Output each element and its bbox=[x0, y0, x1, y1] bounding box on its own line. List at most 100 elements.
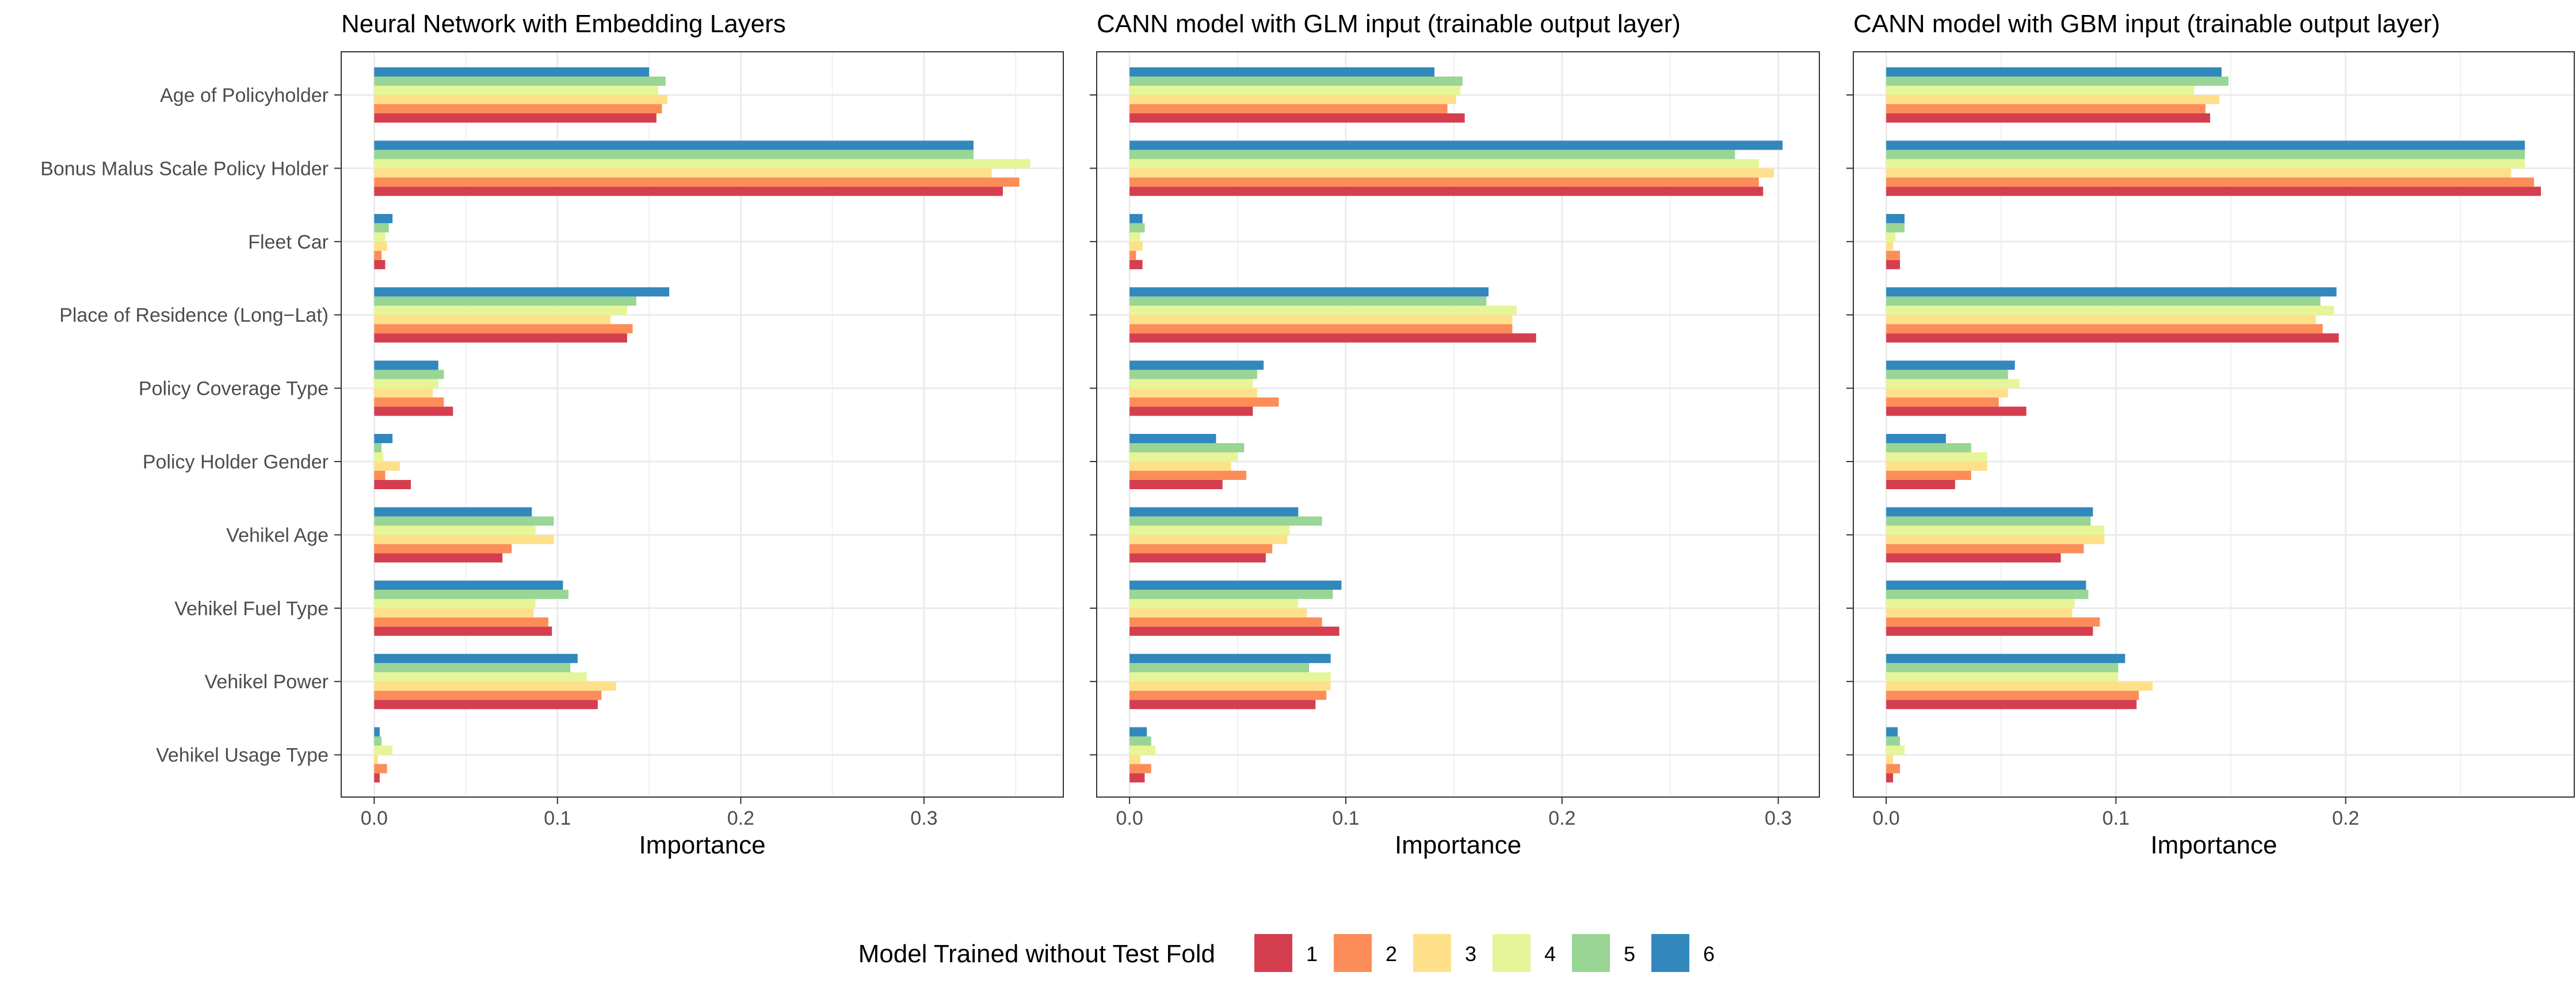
bar-3-series-1-cat-10 bbox=[1886, 773, 1894, 783]
bar-2-series-5-cat-1 bbox=[1129, 77, 1463, 86]
bar-2-series-3-cat-8 bbox=[1129, 608, 1307, 618]
bar-1-series-2-cat-8 bbox=[374, 617, 548, 627]
bar-3-series-3-cat-7 bbox=[1886, 535, 2105, 544]
legend-key-4 bbox=[1493, 934, 1531, 972]
bar-3-series-3-cat-3 bbox=[1886, 241, 1894, 251]
bar-2-series-4-cat-3 bbox=[1129, 232, 1140, 242]
bar-2-series-4-cat-9 bbox=[1129, 672, 1331, 682]
bar-2-series-1-cat-9 bbox=[1129, 700, 1316, 710]
bar-1-series-5-cat-6 bbox=[374, 443, 382, 452]
bar-2-series-6-cat-6 bbox=[1129, 434, 1216, 443]
bar-3-series-6-cat-1 bbox=[1886, 67, 2222, 77]
y-category-label: Vehikel Age bbox=[226, 524, 329, 546]
bar-1-series-6-cat-3 bbox=[374, 214, 393, 223]
bar-2-series-1-cat-8 bbox=[1129, 626, 1339, 636]
bar-2-series-2-cat-3 bbox=[1129, 250, 1136, 260]
bar-3-series-6-cat-3 bbox=[1886, 214, 1905, 223]
bar-2-series-2-cat-4 bbox=[1129, 324, 1513, 334]
x-tick-label: 0.0 bbox=[361, 807, 388, 829]
bar-2-series-3-cat-1 bbox=[1129, 95, 1456, 104]
bar-2-series-6-cat-7 bbox=[1129, 507, 1299, 517]
bar-2-series-3-cat-2 bbox=[1129, 168, 1774, 178]
bar-2-series-5-cat-3 bbox=[1129, 223, 1145, 232]
bar-2-series-2-cat-7 bbox=[1129, 544, 1273, 554]
x-axis-title: Importance bbox=[2150, 831, 2277, 859]
bar-3-series-2-cat-1 bbox=[1886, 104, 2206, 113]
x-tick-label: 0.3 bbox=[1765, 807, 1792, 829]
bar-1-series-1-cat-7 bbox=[374, 553, 503, 563]
bar-2-series-4-cat-6 bbox=[1129, 452, 1238, 462]
bar-3-series-2-cat-8 bbox=[1886, 617, 2100, 627]
bar-1-series-6-cat-8 bbox=[374, 580, 563, 590]
bar-3-series-4-cat-3 bbox=[1886, 232, 1896, 242]
panel-title: Neural Network with Embedding Layers bbox=[341, 10, 786, 38]
bar-1-series-4-cat-9 bbox=[374, 672, 587, 682]
bar-3-series-6-cat-7 bbox=[1886, 507, 2093, 517]
bar-3-series-4-cat-7 bbox=[1886, 525, 2105, 535]
bar-1-series-5-cat-8 bbox=[374, 589, 568, 599]
bar-1-series-3-cat-4 bbox=[374, 315, 611, 325]
bar-2-series-4-cat-2 bbox=[1129, 159, 1759, 169]
legend-key-3 bbox=[1413, 934, 1451, 972]
bar-1-series-6-cat-1 bbox=[374, 67, 650, 77]
bar-1-series-1-cat-2 bbox=[374, 186, 1003, 196]
bar-1-series-2-cat-1 bbox=[374, 104, 662, 113]
bar-3-series-3-cat-10 bbox=[1886, 754, 1894, 764]
bar-3-series-2-cat-10 bbox=[1886, 764, 1900, 773]
bar-3-series-1-cat-5 bbox=[1886, 406, 2027, 416]
bar-2-series-5-cat-7 bbox=[1129, 516, 1322, 526]
bar-2-series-4-cat-5 bbox=[1129, 379, 1253, 388]
x-tick-label: 0.1 bbox=[544, 807, 571, 829]
legend-label-5: 5 bbox=[1624, 942, 1635, 966]
bar-1-series-1-cat-9 bbox=[374, 700, 598, 710]
bar-2-series-5-cat-10 bbox=[1129, 736, 1151, 746]
bar-3-series-6-cat-4 bbox=[1886, 287, 2337, 297]
bar-3-series-6-cat-10 bbox=[1886, 727, 1898, 737]
bar-3-series-5-cat-1 bbox=[1886, 77, 2229, 86]
y-category-label: Vehikel Usage Type bbox=[156, 745, 329, 767]
y-category-label: Vehikel Power bbox=[205, 671, 329, 693]
bar-1-series-3-cat-10 bbox=[374, 754, 378, 764]
bar-1-series-5-cat-7 bbox=[374, 516, 554, 526]
bar-2-series-6-cat-5 bbox=[1129, 360, 1264, 370]
bar-2-series-3-cat-5 bbox=[1129, 388, 1257, 398]
bar-3-series-1-cat-8 bbox=[1886, 626, 2093, 636]
bar-1-series-4-cat-6 bbox=[374, 452, 384, 462]
bar-3-series-2-cat-5 bbox=[1886, 397, 1999, 407]
bar-3-series-2-cat-6 bbox=[1886, 471, 1971, 480]
bar-3-series-3-cat-9 bbox=[1886, 681, 2153, 691]
bar-1-series-6-cat-10 bbox=[374, 727, 380, 737]
bar-3-series-5-cat-7 bbox=[1886, 516, 2091, 526]
bar-1-series-2-cat-3 bbox=[374, 250, 382, 260]
bar-1-series-2-cat-7 bbox=[374, 544, 512, 554]
bar-2-series-4-cat-1 bbox=[1129, 86, 1461, 95]
bar-1-series-3-cat-1 bbox=[374, 95, 667, 104]
bar-1-series-4-cat-4 bbox=[374, 306, 627, 315]
bar-2-series-5-cat-5 bbox=[1129, 369, 1257, 379]
bar-3-series-6-cat-9 bbox=[1886, 654, 2125, 664]
legend-label-1: 1 bbox=[1306, 942, 1318, 966]
bar-1-series-4-cat-8 bbox=[374, 599, 536, 608]
bar-2-series-2-cat-5 bbox=[1129, 397, 1279, 407]
x-tick-label: 0.1 bbox=[1332, 807, 1359, 829]
y-category-label: Policy Holder Gender bbox=[143, 451, 329, 473]
bar-3-series-2-cat-7 bbox=[1886, 544, 2084, 554]
bar-2-series-2-cat-6 bbox=[1129, 471, 1247, 480]
bar-2-series-6-cat-1 bbox=[1129, 67, 1435, 77]
bar-3-series-2-cat-2 bbox=[1886, 177, 2535, 187]
bar-3-series-3-cat-8 bbox=[1886, 608, 2073, 618]
bar-2-series-1-cat-4 bbox=[1129, 333, 1536, 343]
legend-label-2: 2 bbox=[1386, 942, 1397, 966]
bar-1-series-2-cat-10 bbox=[374, 764, 387, 773]
bar-1-series-3-cat-9 bbox=[374, 681, 616, 691]
x-tick-label: 0.0 bbox=[1116, 807, 1143, 829]
bar-2-series-6-cat-8 bbox=[1129, 580, 1342, 590]
bar-2-series-4-cat-4 bbox=[1129, 306, 1517, 315]
bar-1-series-5-cat-10 bbox=[374, 736, 382, 746]
legend-key-5 bbox=[1572, 934, 1610, 972]
y-category-label: Place of Residence (Long−Lat) bbox=[59, 304, 329, 326]
bar-1-series-5-cat-4 bbox=[374, 296, 636, 306]
bar-1-series-4-cat-7 bbox=[374, 525, 536, 535]
bar-3-series-1-cat-4 bbox=[1886, 333, 2339, 343]
bar-2-series-2-cat-1 bbox=[1129, 104, 1448, 113]
